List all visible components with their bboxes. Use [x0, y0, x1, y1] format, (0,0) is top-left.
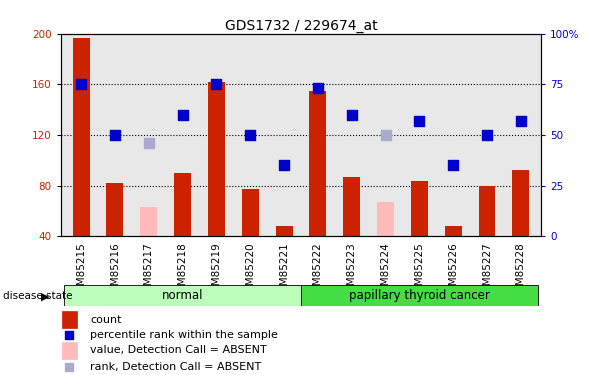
Point [516, 118, 526, 124]
Bar [344, 177, 360, 236]
Point [313, 86, 323, 92]
Point [110, 132, 120, 138]
Bar [140, 207, 157, 236]
Bar [63, 311, 77, 328]
Bar [174, 173, 191, 236]
Point [279, 162, 289, 168]
Point [448, 162, 458, 168]
Text: rank, Detection Call = ABSENT: rank, Detection Call = ABSENT [90, 362, 261, 372]
Title: GDS1732 / 229674_at: GDS1732 / 229674_at [224, 19, 378, 33]
Point [415, 118, 424, 124]
Bar [301, 285, 537, 306]
Point [178, 112, 187, 118]
Bar [377, 202, 394, 236]
Text: percentile rank within the sample: percentile rank within the sample [90, 330, 278, 340]
Bar [242, 189, 258, 236]
Point [76, 81, 86, 87]
Text: ▶: ▶ [41, 292, 50, 302]
Bar [208, 82, 225, 236]
Point [212, 81, 221, 87]
Text: normal: normal [162, 289, 203, 302]
Point [64, 364, 74, 370]
Point [381, 132, 390, 138]
Bar [478, 186, 496, 236]
Bar [72, 38, 89, 236]
Text: disease state: disease state [3, 291, 72, 301]
Point [246, 132, 255, 138]
Point [482, 132, 492, 138]
Bar [513, 170, 530, 236]
Bar [275, 226, 292, 236]
Text: papillary thyroid cancer: papillary thyroid cancer [349, 289, 490, 302]
Bar [411, 181, 428, 236]
Text: value, Detection Call = ABSENT: value, Detection Call = ABSENT [90, 345, 267, 355]
Point [64, 332, 74, 338]
Point [347, 112, 356, 118]
Bar [63, 342, 77, 358]
Text: count: count [90, 315, 122, 325]
Bar [64, 285, 301, 306]
Bar [106, 183, 123, 236]
Point [144, 140, 154, 146]
Bar [444, 226, 461, 236]
Bar [309, 91, 326, 236]
